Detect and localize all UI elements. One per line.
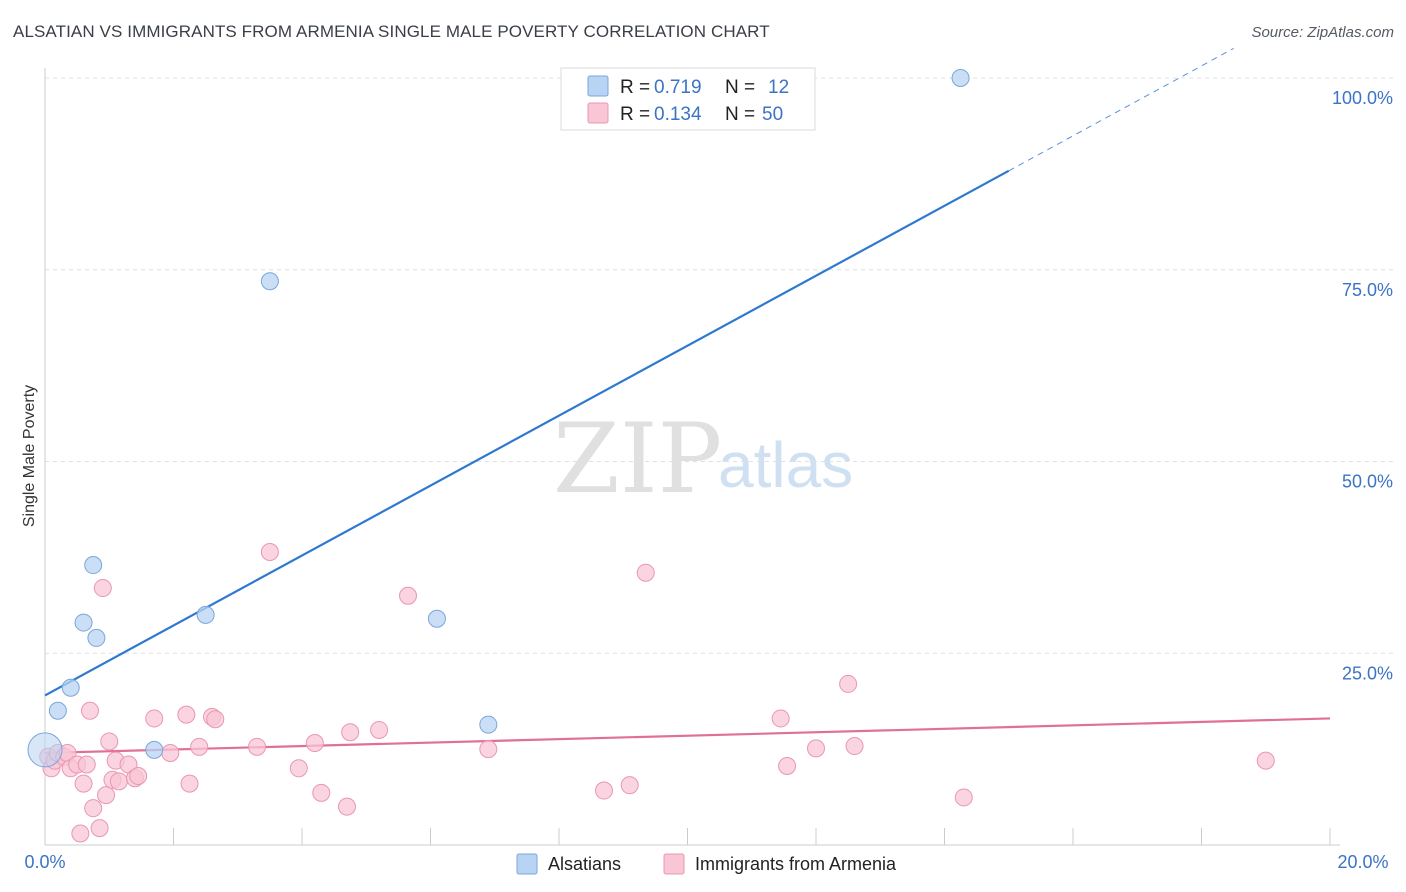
point-armenia-41 — [620, 776, 639, 795]
point-armenia-45 — [807, 739, 825, 758]
watermark-atlas: atlas — [718, 429, 853, 501]
x-tick-label-min: 0.0% — [24, 852, 65, 872]
y-tick-label-75: 75.0% — [1342, 280, 1393, 300]
bottom-legend-label-armenia: Immigrants from Armenia — [695, 854, 897, 874]
trend-line-alsatians — [44, 169, 1010, 697]
point-armenia-8 — [71, 824, 90, 843]
point-armenia-29 — [206, 710, 225, 729]
watermark-zip: ZIP — [553, 403, 722, 515]
point-armenia-46 — [839, 674, 858, 693]
gridlines — [45, 77, 1395, 654]
y-tick-label-100: 100.0% — [1332, 88, 1393, 108]
x-axis-ticks — [44, 828, 1331, 845]
y-tick-label-50: 50.0% — [1342, 472, 1393, 492]
legend-n-label-1: N = — [725, 77, 755, 98]
point-alsatians-5 — [87, 628, 106, 647]
bottom-legend-swatch-armenia — [663, 853, 685, 875]
point-alsatians-9 — [427, 609, 446, 628]
series-alsatians — [27, 69, 970, 768]
point-alsatians-10 — [479, 715, 498, 734]
y-tick-label-25: 25.0% — [1342, 663, 1393, 683]
legend-n-value-1: 12 — [768, 77, 789, 98]
legend-swatch-armenia — [587, 102, 609, 124]
point-armenia-19 — [109, 772, 128, 791]
point-armenia-9 — [74, 774, 93, 793]
trend-line-armenia — [44, 717, 1331, 755]
series-immigrants-from-armenia — [39, 543, 1275, 843]
point-armenia-13 — [90, 819, 109, 838]
bottom-legend-label-alsatians: Alsatians — [548, 854, 621, 874]
point-armenia-39 — [479, 740, 498, 759]
point-armenia-34 — [312, 783, 331, 802]
point-armenia-12 — [84, 799, 103, 818]
point-armenia-43 — [771, 709, 790, 728]
point-armenia-15 — [97, 786, 116, 805]
point-armenia-42 — [636, 563, 655, 582]
point-armenia-27 — [190, 737, 209, 756]
point-armenia-40 — [594, 781, 613, 800]
trend-line-alsatians-extension — [1008, 47, 1234, 172]
legend-r-value-2: 0.134 — [654, 104, 702, 125]
point-armenia-49 — [1256, 751, 1275, 770]
point-armenia-16 — [100, 732, 119, 751]
point-armenia-35 — [337, 797, 356, 816]
point-armenia-30 — [248, 737, 267, 756]
point-armenia-33 — [305, 733, 324, 752]
trend-lines — [44, 47, 1331, 755]
y-axis-label: Single Male Poverty — [21, 385, 38, 527]
point-alsatians-3 — [74, 613, 93, 632]
point-alsatians-2 — [61, 678, 80, 697]
point-armenia-25 — [177, 705, 196, 724]
legend-swatch-alsatians — [587, 75, 609, 97]
point-armenia-36 — [341, 723, 360, 742]
point-armenia-14 — [93, 579, 112, 598]
point-alsatians-7 — [196, 605, 215, 624]
bottom-legend-swatch-alsatians — [516, 853, 538, 875]
point-armenia-37 — [370, 720, 389, 739]
point-alsatians-6 — [145, 740, 164, 759]
point-armenia-11 — [80, 701, 99, 720]
point-armenia-23 — [145, 709, 164, 728]
point-armenia-47 — [845, 737, 864, 756]
legend-n-label-2: N = — [725, 104, 755, 125]
point-armenia-24 — [161, 743, 180, 762]
point-armenia-44 — [778, 756, 797, 775]
legend-r-value-1: 0.719 — [654, 77, 702, 98]
point-armenia-10 — [77, 755, 96, 774]
legend: R = 0.719 N = 12 R = 0.134 N = 50 — [560, 67, 816, 131]
point-alsatians-0 — [27, 732, 63, 768]
legend-n-value-2: 50 — [762, 104, 783, 125]
point-alsatians-8 — [260, 272, 279, 291]
legend-r-label-1: R = — [620, 77, 650, 98]
chart-title: ALSATIAN VS IMMIGRANTS FROM ARMENIA SING… — [13, 22, 770, 41]
point-alsatians-4 — [84, 556, 103, 575]
point-armenia-38 — [399, 586, 418, 605]
bottom-legend: Alsatians Immigrants from Armenia — [516, 853, 897, 875]
point-armenia-31 — [260, 543, 279, 562]
point-alsatians-1 — [48, 701, 67, 720]
x-tick-label-max: 20.0% — [1337, 852, 1388, 872]
legend-r-label-2: R = — [620, 104, 650, 125]
watermark: ZIP atlas — [553, 403, 853, 515]
y-axis-tick-labels: 25.0% 50.0% 75.0% 100.0% — [1332, 88, 1393, 683]
point-armenia-48 — [954, 788, 973, 807]
point-armenia-26 — [180, 774, 199, 793]
chart-source: Source: ZipAtlas.com — [1251, 24, 1394, 41]
point-alsatians-11 — [951, 69, 970, 87]
point-armenia-32 — [289, 759, 308, 778]
point-armenia-22 — [129, 766, 148, 785]
